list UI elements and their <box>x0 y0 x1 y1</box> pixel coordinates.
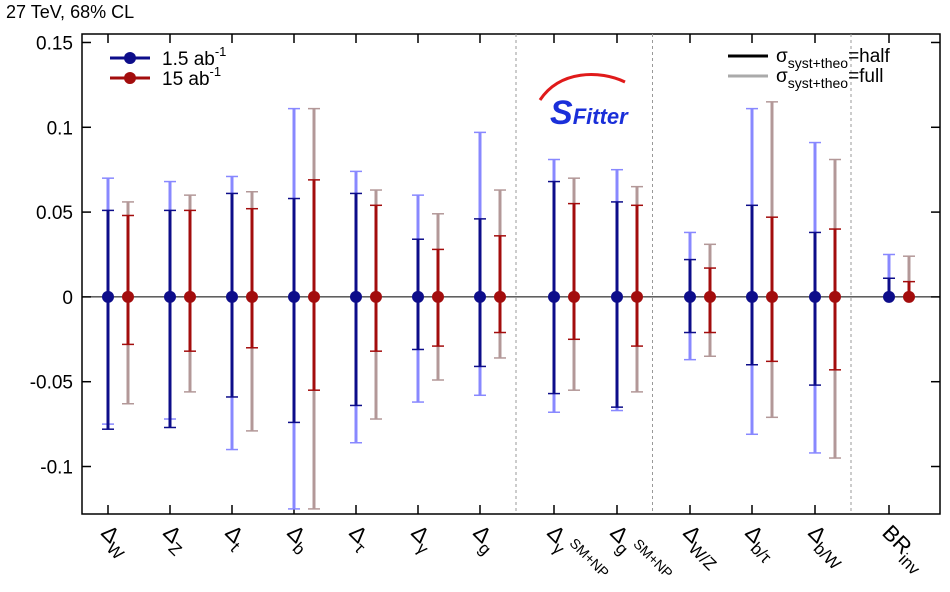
data-point <box>102 290 114 303</box>
x-category-label: ΔγSM+NP <box>538 518 612 592</box>
data-point <box>704 290 716 303</box>
legend-marker <box>124 52 136 64</box>
x-category-label: Δb/W <box>799 520 853 574</box>
x-category-label: Δτ <box>340 520 377 557</box>
y-axis-labels: 0.15 0.1 0.05 0 -0.05 -0.1 <box>30 33 73 478</box>
x-category-label: Δb/τ <box>736 520 783 567</box>
data-point <box>288 290 300 303</box>
x-category-label: BRinv <box>873 520 932 579</box>
x-category-label: Δg <box>464 520 503 559</box>
data-point <box>308 290 320 303</box>
data-point <box>184 290 196 303</box>
y-tick-label: -0.05 <box>30 373 73 394</box>
x-category-label: Δγ <box>402 520 441 559</box>
y-tick-label: -0.1 <box>40 458 73 479</box>
legend: 1.5 ab-115 ab-1σsyst+theo=halfσsyst+theo… <box>110 44 891 91</box>
y-tick-label: 0 <box>62 288 73 309</box>
data-point <box>829 290 841 303</box>
plot-frame <box>81 33 941 515</box>
data-point <box>809 290 821 303</box>
plot-area <box>81 33 941 515</box>
x-category-label: ΔZ <box>154 520 194 560</box>
data-point <box>432 290 444 303</box>
data-point <box>903 290 915 303</box>
y-tick-label: 0.15 <box>36 33 73 54</box>
data-point <box>611 290 623 303</box>
data-point <box>494 290 506 303</box>
data-point <box>746 290 758 303</box>
data-point <box>474 290 486 303</box>
x-category-label: ΔW <box>92 520 136 564</box>
legend-marker <box>124 72 136 84</box>
data-point <box>766 290 778 303</box>
data-point <box>883 290 895 303</box>
data-point <box>370 290 382 303</box>
y-tick-label: 0.05 <box>36 203 73 224</box>
x-category-label: ΔW/Z <box>674 520 728 574</box>
data-point <box>631 290 643 303</box>
logo-swoosh <box>538 73 626 101</box>
data-point <box>350 290 362 303</box>
data-point <box>568 290 580 303</box>
legend-label: σsyst+theo=half <box>776 46 891 71</box>
x-category-label: Δt <box>216 520 252 556</box>
data-point <box>548 290 560 303</box>
data-point <box>412 290 424 303</box>
data-point <box>246 290 258 303</box>
x-category-label: Δb <box>278 520 317 559</box>
data-point <box>684 290 696 303</box>
x-category-label: ΔgSM+NP <box>601 518 676 592</box>
y-tick-label: 0.1 <box>47 118 73 139</box>
chart-subtitle: 27 TeV, 68% CL <box>6 2 134 22</box>
logo-text: SFitter <box>550 94 629 132</box>
data-point <box>226 290 238 303</box>
legend-label: 1.5 ab-1 <box>162 44 226 70</box>
sfitter-logo: SFitter <box>538 73 629 132</box>
data-point <box>122 290 134 303</box>
data-point <box>164 290 176 303</box>
legend-label: σsyst+theo=full <box>776 66 883 91</box>
